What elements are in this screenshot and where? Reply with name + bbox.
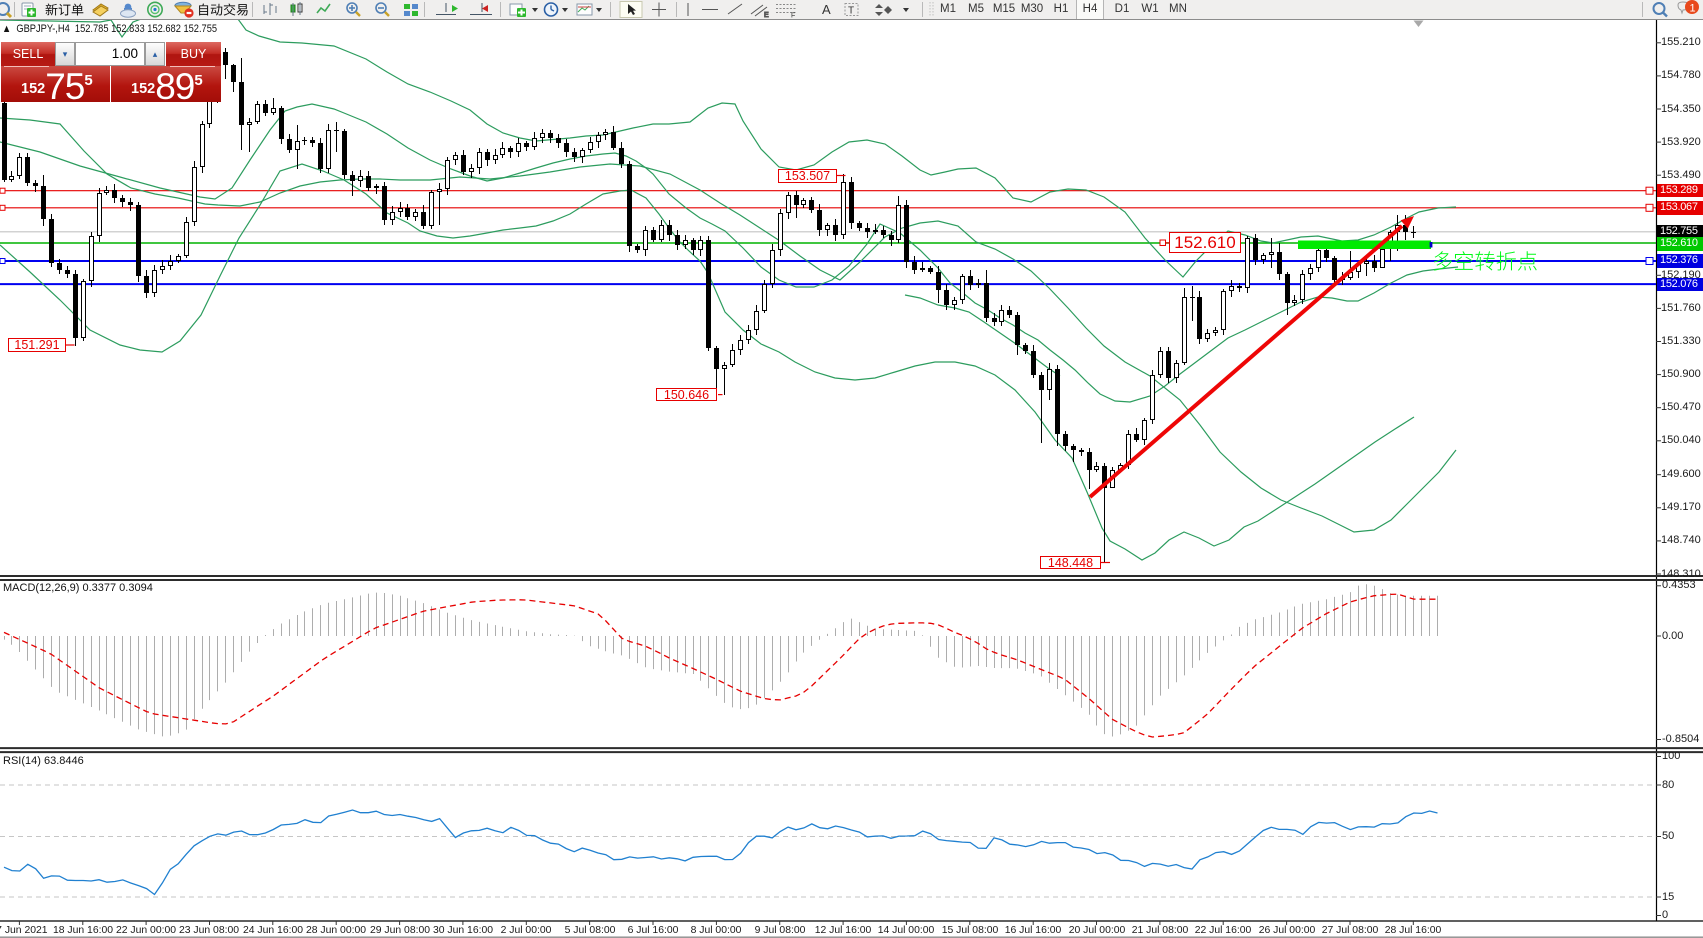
svg-text:1: 1 [1690,3,1696,15]
svg-text:E: E [764,12,769,19]
svg-text:F: F [791,13,795,20]
svg-text:T: T [848,6,854,17]
svg-text:A: A [822,2,831,17]
